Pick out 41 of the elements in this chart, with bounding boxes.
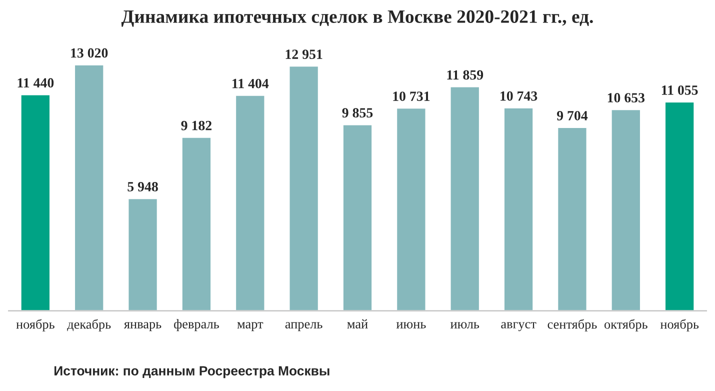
data-label: 10 653 <box>608 93 645 102</box>
bar <box>396 107 427 311</box>
bar <box>127 198 158 311</box>
x-tick-label: апрель <box>285 322 322 332</box>
data-label: 11 404 <box>232 78 269 88</box>
bar <box>610 108 642 311</box>
data-label: 11 440 <box>18 78 54 88</box>
x-tick-label: июнь <box>396 322 426 328</box>
data-label: 9 182 <box>181 120 212 130</box>
bar <box>342 124 373 311</box>
x-tick-label: февраль <box>174 319 219 332</box>
data-label: 10 743 <box>500 91 538 101</box>
bar <box>181 136 212 311</box>
x-tick-label: ноябрь <box>16 319 54 332</box>
bar <box>74 64 105 311</box>
data-label: 9 855 <box>342 108 373 118</box>
x-tick-label: сентябрь <box>548 319 597 332</box>
bar <box>449 86 480 311</box>
bar <box>20 94 51 311</box>
x-tick-label: август <box>501 322 536 332</box>
bar <box>556 126 588 311</box>
bar <box>234 94 266 311</box>
text: Источник: по данным Росреестра Москвы <box>54 366 330 378</box>
data-label: 12 951 <box>286 50 322 59</box>
x-tick-label: май <box>347 319 368 328</box>
bar <box>288 65 320 311</box>
data-label: 13 020 <box>71 48 108 58</box>
chart-title: Динамика ипотечных сделок в Москве 2020-2021 гг., ед. <box>121 10 593 27</box>
data-label: 11 859 <box>447 70 484 80</box>
x-tick-label: декабрь <box>67 319 111 332</box>
x-tick-label: март <box>237 322 264 332</box>
x-tick-label: ноябрь <box>660 319 699 332</box>
data-label: 10 731 <box>393 92 430 101</box>
x-tick-label: июль <box>450 322 480 328</box>
bar <box>664 101 696 311</box>
x-tick-label: январь <box>124 322 162 332</box>
data-label: 9 704 <box>556 111 588 120</box>
bar <box>503 107 534 311</box>
x-tick-label: октябрь <box>604 319 648 332</box>
data-label: 5 948 <box>128 182 158 192</box>
data-label: 11 055 <box>662 85 698 95</box>
